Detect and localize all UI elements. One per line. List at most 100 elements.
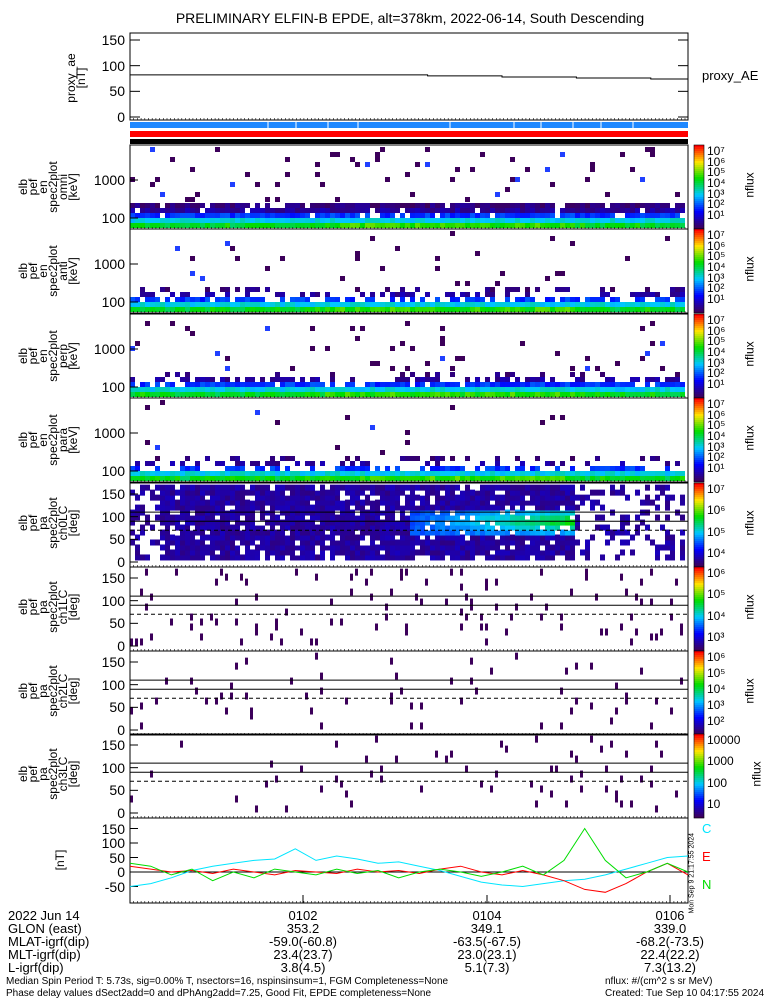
spectrogram-pixel — [240, 203, 245, 208]
pa-pixel — [455, 529, 460, 536]
spectrogram-pixel — [385, 223, 390, 228]
pa-pixel — [195, 539, 200, 546]
spectrogram-pixel — [310, 302, 315, 307]
spectrogram-pixel — [680, 382, 685, 387]
spectrogram-pixel — [655, 218, 660, 223]
pa-pixel — [415, 504, 420, 511]
spectrogram-pixel — [230, 213, 235, 218]
pa-pixel — [415, 484, 420, 491]
spectrogram-pixel — [425, 307, 430, 312]
pa-pixel — [390, 549, 395, 556]
colorbar-segment — [694, 386, 704, 389]
spectrogram-pixel — [565, 223, 570, 228]
spectrogram-pixel — [545, 223, 550, 228]
pa-pixel — [375, 623, 378, 631]
spectrogram-pixel — [460, 471, 465, 476]
spectrogram-pixel — [270, 382, 275, 387]
spectrogram-pixel — [355, 471, 360, 476]
spectrogram-pixel — [425, 203, 430, 208]
spectrogram-pixel — [340, 466, 345, 471]
spectrogram-pixel — [405, 366, 410, 371]
pa-pixel — [385, 529, 390, 536]
pa-pixel — [270, 484, 275, 491]
pa-pixel — [650, 765, 653, 773]
spectrogram-pixel — [315, 387, 320, 392]
spectrogram-pixel — [335, 445, 340, 450]
spectrogram-pixel — [450, 405, 455, 410]
spectrogram-pixel — [620, 476, 625, 481]
pa-pixel — [275, 504, 280, 511]
pa-pixel — [190, 489, 195, 496]
pa-pixel — [300, 524, 305, 531]
colorbar-segment — [694, 456, 704, 459]
spectrogram-pixel — [290, 392, 295, 397]
spectrogram-pixel — [270, 466, 275, 471]
spectrogram-pixel — [455, 466, 460, 471]
pa-pixel — [420, 504, 425, 511]
spectrogram-pixel — [600, 392, 605, 397]
colorbar-segment — [694, 527, 704, 530]
pa-pixel — [555, 519, 560, 526]
spectrogram-pixel — [400, 456, 405, 461]
spectrogram-pixel — [495, 456, 500, 461]
spectrogram-pixel — [185, 456, 190, 461]
pa-pixel — [530, 539, 535, 546]
spectrogram-pixel — [180, 387, 185, 392]
pa-pixel — [445, 549, 450, 556]
pa-pixel — [415, 539, 420, 546]
pa-pixel — [570, 484, 575, 491]
pa-pixel — [505, 745, 508, 753]
spectrogram-pixel — [445, 382, 450, 387]
pa-pixel — [400, 519, 405, 526]
spectrogram-pixel — [230, 307, 235, 312]
spectrogram-pixel — [175, 223, 180, 228]
spectrogram-pixel — [410, 302, 415, 307]
spectrogram-pixel — [280, 476, 285, 481]
spectrogram-pixel — [615, 307, 620, 312]
pa-pixel — [370, 514, 375, 521]
pa-pixel — [340, 780, 343, 788]
spectrogram-pixel — [165, 203, 170, 208]
spectrogram-pixel — [405, 382, 410, 387]
pa-pixel — [270, 534, 275, 541]
pa-pixel — [135, 544, 140, 551]
pa-pixel — [420, 524, 425, 531]
pa-pixel — [335, 529, 340, 536]
pa-pixel — [435, 519, 440, 526]
pa-pixel — [155, 697, 158, 705]
spectrogram-pixel — [175, 246, 180, 251]
colorbar-segment — [694, 573, 704, 576]
pa-pixel — [235, 598, 238, 606]
spectrogram-pixel — [330, 152, 335, 157]
pa-pixel — [245, 489, 250, 496]
spectrogram-pixel — [495, 377, 500, 382]
spectrogram-pixel — [290, 208, 295, 213]
spectrogram-pixel — [395, 218, 400, 223]
spectrogram-pixel — [605, 476, 610, 481]
spectrogram-pixel — [530, 377, 535, 382]
spectrogram-pixel — [420, 392, 425, 397]
spectrogram-pixel — [390, 297, 395, 302]
colorbar-segment — [694, 515, 704, 518]
pa-pixel — [240, 494, 245, 501]
pa-pixel — [355, 554, 360, 561]
spectrogram-pixel — [455, 208, 460, 213]
spectrogram-pixel — [280, 223, 285, 228]
pa-pixel — [565, 667, 568, 675]
pa-pixel — [160, 514, 165, 521]
spectrogram-pixel — [145, 471, 150, 476]
spectrogram-pixel — [440, 356, 445, 361]
pa-pixel — [570, 544, 575, 551]
spectrogram-pixel — [340, 302, 345, 307]
spectrogram-pixel — [590, 213, 595, 218]
spectrogram-pixel — [470, 476, 475, 481]
pa-pixel — [300, 765, 303, 773]
spectrogram-pixel — [235, 203, 240, 208]
colorbar-segment — [694, 261, 704, 264]
pa-pixel — [235, 539, 240, 546]
pa-pixel — [450, 568, 453, 576]
pa-pixel — [535, 544, 540, 551]
spectrogram-pixel — [185, 476, 190, 481]
spectrogram-pixel — [150, 223, 155, 228]
spectrogram-pixel — [185, 292, 190, 297]
